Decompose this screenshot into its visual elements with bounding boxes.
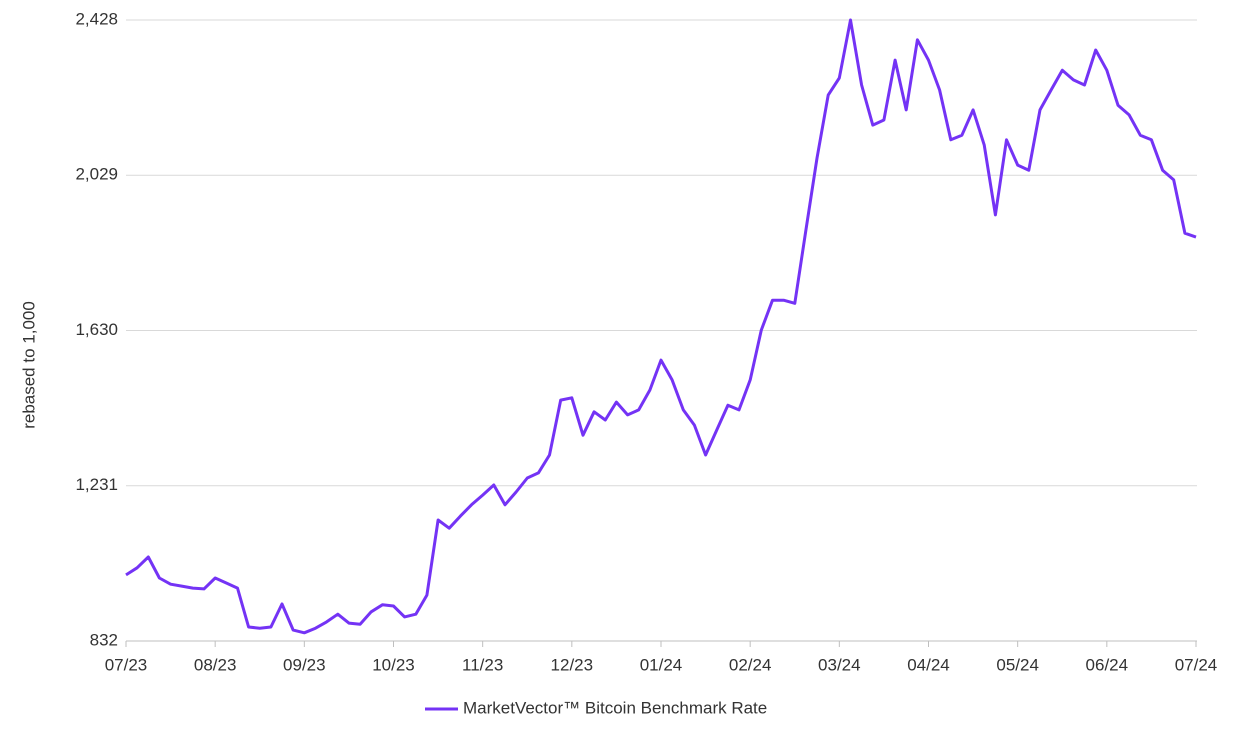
x-tick-label: 08/23 [194, 655, 237, 674]
x-tick-label: 12/23 [551, 655, 594, 674]
y-tick-label: 1,630 [75, 320, 118, 339]
y-tick-label: 2,428 [75, 9, 118, 28]
x-tick-label: 01/24 [640, 655, 683, 674]
x-tick-label: 05/24 [996, 655, 1039, 674]
x-tick-label: 11/23 [462, 655, 503, 674]
x-tick-label: 07/24 [1175, 655, 1218, 674]
x-tick-label: 10/23 [372, 655, 415, 674]
y-tick-label: 1,231 [75, 475, 118, 494]
x-tick-label: 09/23 [283, 655, 326, 674]
y-axis-label: rebased to 1,000 [19, 301, 38, 429]
x-tick-label: 07/23 [105, 655, 148, 674]
legend-label: MarketVector™ Bitcoin Benchmark Rate [463, 698, 767, 717]
x-tick-label: 02/24 [729, 655, 772, 674]
x-tick-label: 06/24 [1086, 655, 1129, 674]
x-tick-label: 03/24 [818, 655, 861, 674]
line-series [125, 18, 1197, 635]
y-tick-label: 832 [90, 630, 118, 649]
y-tick-label: 2,029 [75, 165, 118, 184]
x-tick-label: 04/24 [907, 655, 950, 674]
